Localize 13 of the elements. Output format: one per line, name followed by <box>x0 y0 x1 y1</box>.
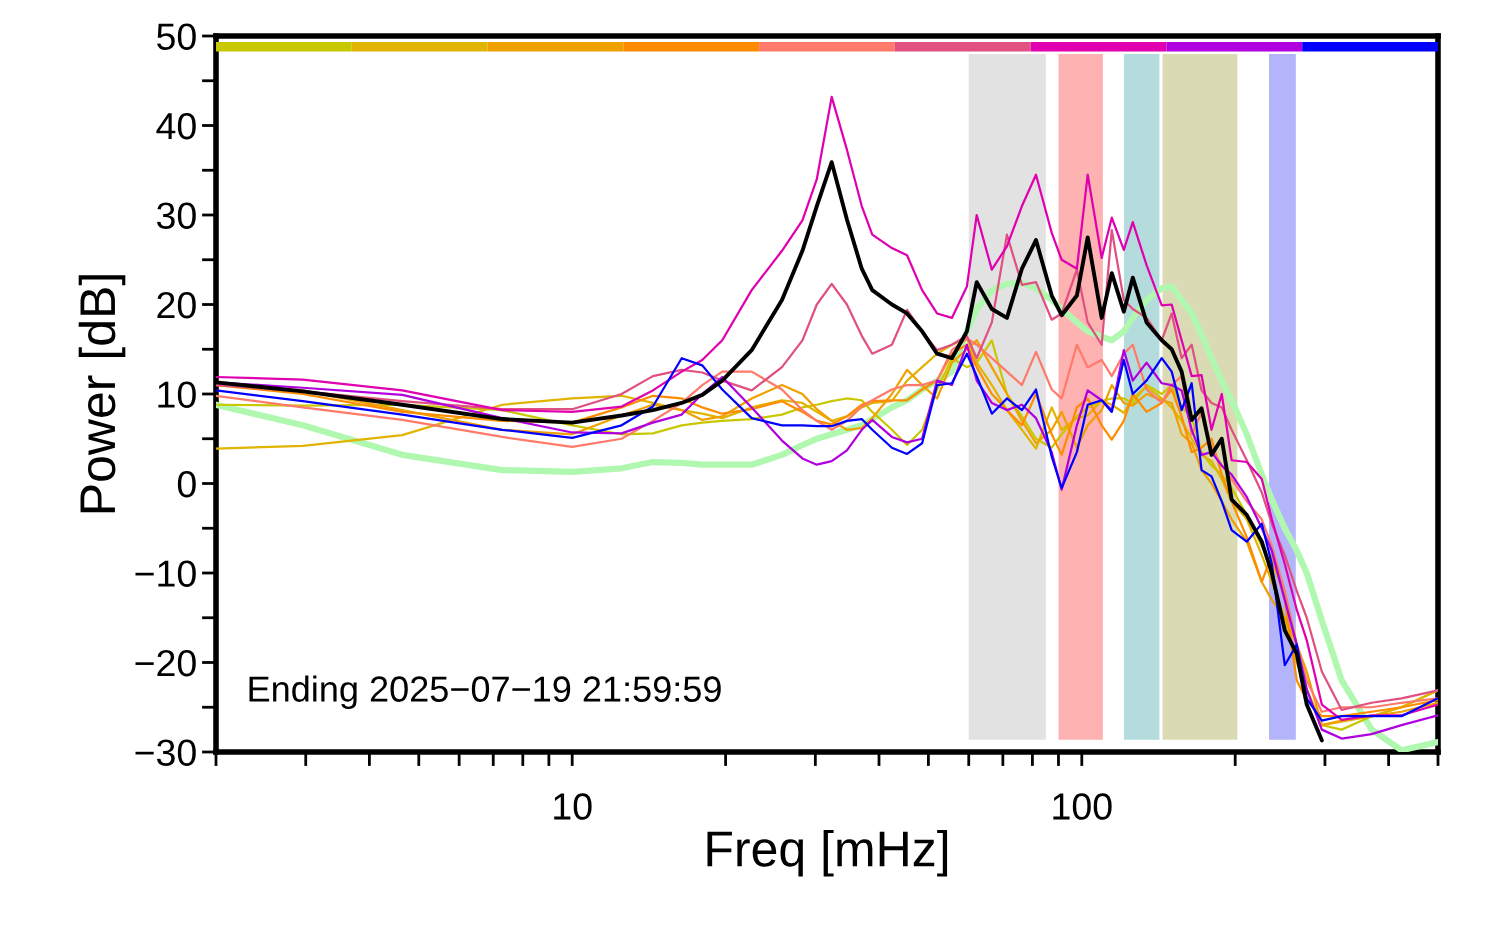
y-tick-label: 20 <box>157 291 196 319</box>
x-axis-title: Freq [mHz] <box>707 829 948 877</box>
y-tick-label: 0 <box>177 470 196 498</box>
annotation: Ending 2025−07−19 21:59:59 <box>249 675 721 710</box>
y-tick-label: 50 <box>157 23 196 50</box>
y-tick-label: −10 <box>135 560 196 587</box>
y-tick-label: −30 <box>135 739 196 766</box>
y-tick-label: 30 <box>156 202 196 229</box>
y-axis-title: Power [dB] <box>78 275 126 513</box>
x-tick-label: 100 <box>1053 793 1112 820</box>
y-tick-label: 10 <box>158 381 196 408</box>
y-tick-label: −20 <box>135 649 196 677</box>
y-tick-label: 40 <box>156 112 196 140</box>
